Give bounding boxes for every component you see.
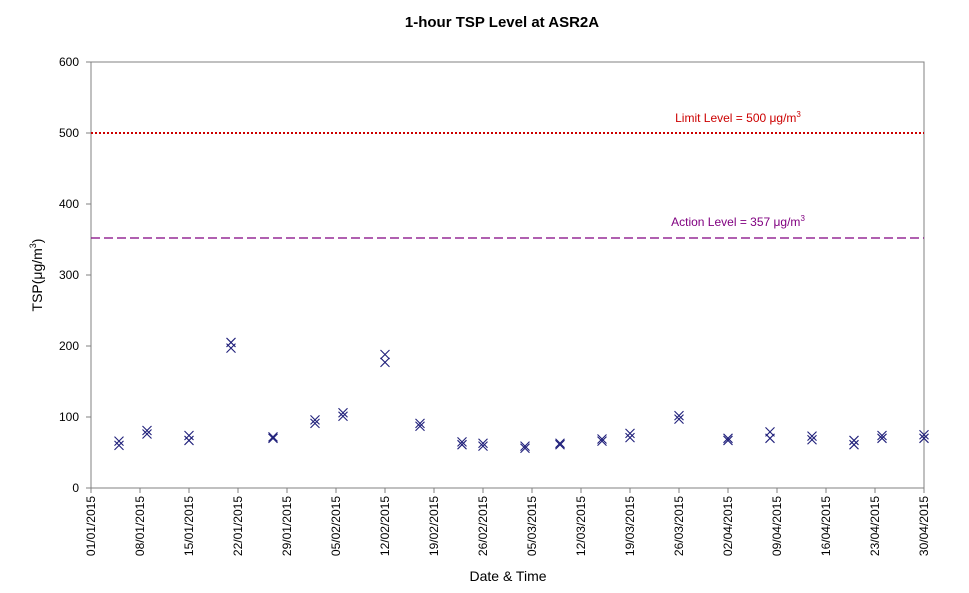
data-point xyxy=(415,418,425,429)
x-tick-label: 29/01/2015 xyxy=(280,496,294,556)
data-point xyxy=(723,435,733,446)
chart-title: 1-hour TSP Level at ASR2A xyxy=(405,14,599,31)
data-point xyxy=(478,438,488,449)
x-tick-label: 30/04/2015 xyxy=(917,496,931,556)
x-tick-label: 08/01/2015 xyxy=(133,496,147,556)
y-axis-label-sup: 3 xyxy=(28,243,38,248)
data-point xyxy=(380,357,390,368)
data-point xyxy=(338,407,348,418)
reference-line-label-main: Limit Level = 500 μg/m xyxy=(675,111,796,125)
data-point xyxy=(555,438,565,449)
data-point xyxy=(142,429,152,439)
reference-line-label-sup: 3 xyxy=(800,214,805,223)
x-axis-label: Date & Time xyxy=(469,568,546,584)
data-point xyxy=(226,343,236,354)
data-point xyxy=(520,443,530,454)
data-point xyxy=(268,431,278,442)
y-tick-label: 300 xyxy=(59,268,79,282)
y-tick-label: 400 xyxy=(59,197,79,211)
data-point xyxy=(597,434,607,444)
data-point xyxy=(457,439,467,450)
x-axis: 01/01/2015 08/01/2015 15/01/2015 22/01/2015… xyxy=(84,488,931,556)
reference-line-label: Limit Level = 500 μg/m3 xyxy=(675,110,801,125)
reference-line-label-main: Action Level = 357 μg/m xyxy=(671,215,800,229)
y-tick-label: 0 xyxy=(72,481,79,495)
x-tick-label: 19/03/2015 xyxy=(623,496,637,556)
x-tick-label: 26/02/2015 xyxy=(476,496,490,556)
data-point xyxy=(142,425,152,436)
data-point xyxy=(114,440,124,451)
data-point xyxy=(674,410,684,421)
data-point xyxy=(520,441,530,451)
x-tick-label: 01/01/2015 xyxy=(84,496,98,556)
data-point xyxy=(184,435,194,446)
y-axis-label-end: ) xyxy=(29,239,45,244)
x-tick-label: 05/02/2015 xyxy=(329,496,343,556)
data-point xyxy=(625,432,635,443)
x-tick-label: 19/02/2015 xyxy=(427,496,441,556)
x-tick-label: 12/02/2015 xyxy=(378,496,392,556)
data-points xyxy=(114,337,929,454)
data-point xyxy=(919,433,929,444)
data-point xyxy=(849,439,859,450)
y-axis-label-main: TSP(μg/m xyxy=(29,248,45,311)
x-tick-label: 02/04/2015 xyxy=(721,496,735,556)
data-point xyxy=(625,428,635,439)
data-point xyxy=(674,414,684,425)
data-point xyxy=(765,433,775,444)
data-point xyxy=(457,436,467,447)
data-point xyxy=(310,414,320,425)
x-tick-label: 22/01/2015 xyxy=(231,496,245,556)
y-tick-label: 600 xyxy=(59,55,79,69)
data-point xyxy=(877,430,887,441)
data-point xyxy=(919,429,929,440)
data-point xyxy=(807,431,817,442)
data-point xyxy=(268,433,278,444)
data-point xyxy=(723,433,733,444)
x-tick-label: 23/04/2015 xyxy=(868,496,882,556)
data-point xyxy=(338,411,348,422)
data-point xyxy=(478,441,488,451)
data-point xyxy=(849,435,859,446)
x-tick-label: 05/03/2015 xyxy=(525,496,539,556)
plot-area xyxy=(90,61,925,489)
data-point xyxy=(415,421,425,432)
reference-line-label: Action Level = 357 μg/m3 xyxy=(671,214,805,229)
data-point xyxy=(597,436,607,447)
data-point xyxy=(184,430,194,441)
data-point xyxy=(807,434,817,445)
x-tick-label: 09/04/2015 xyxy=(770,496,784,556)
reference-line-label-sup: 3 xyxy=(796,110,801,119)
x-tick-label: 16/04/2015 xyxy=(819,496,833,556)
data-point xyxy=(380,349,390,360)
y-tick-label: 200 xyxy=(59,339,79,353)
y-tick-label: 100 xyxy=(59,410,79,424)
y-axis-label: TSP(μg/m3) xyxy=(28,239,45,312)
x-tick-label: 26/03/2015 xyxy=(672,496,686,556)
x-tick-label: 15/01/2015 xyxy=(182,496,196,556)
data-point xyxy=(310,418,320,429)
data-point xyxy=(114,436,124,447)
y-axis: 0 100 200 300 400 500 600 xyxy=(59,55,91,495)
data-point xyxy=(877,433,887,444)
data-point xyxy=(555,439,565,450)
x-tick-label: 12/03/2015 xyxy=(574,496,588,556)
y-tick-label: 500 xyxy=(59,126,79,140)
